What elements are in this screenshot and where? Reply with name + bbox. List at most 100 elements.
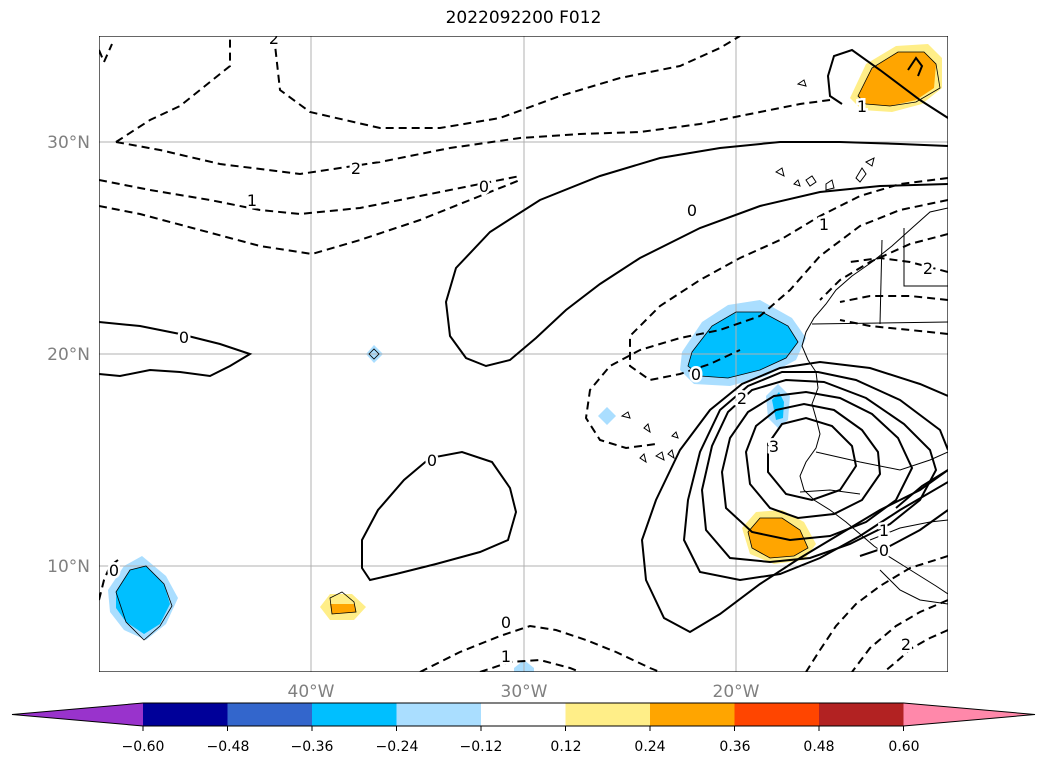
- contour-label: 1: [247, 191, 257, 210]
- contour-dashed-topleft: [99, 43, 113, 65]
- colorbar-cell: [565, 703, 651, 726]
- contour-solid-east-1: [859, 509, 948, 557]
- contour-dashed-trough-4: [849, 256, 948, 273]
- dashed-contours: [99, 36, 948, 672]
- contour-label: 1: [857, 97, 867, 116]
- contour-label: 1: [501, 647, 511, 666]
- thin-contours: [115, 51, 941, 641]
- thin-contour-small: [329, 591, 357, 615]
- contour-solid-ring-2: [700, 378, 938, 564]
- map-panel: 0 0 0 0 0 0 0 0 1 1 1 1 1 2 2 2 2 2 3: [99, 29, 948, 672]
- shaded-fields: [108, 44, 942, 672]
- contour-solid-northeast: [826, 48, 948, 119]
- thin-contour-blue: [687, 311, 799, 379]
- contour-label: 2: [269, 29, 279, 48]
- contour-label: 1: [879, 521, 889, 540]
- contour-solid-ring-1: [682, 371, 948, 582]
- border-line-4: [815, 451, 948, 471]
- contour-dashed-se-3: [883, 629, 948, 672]
- contour-dashed-nw-3: [115, 36, 231, 143]
- thin-contour-orange-north: [857, 51, 941, 107]
- contour-label: 0: [109, 561, 119, 580]
- border-line-6: [869, 519, 948, 541]
- positive-anomaly-orange-small: [330, 604, 356, 614]
- solid-contours: [99, 48, 948, 634]
- border-line-5: [799, 489, 861, 495]
- canary-islands: [775, 79, 875, 191]
- contour-dashed-south-2: [479, 658, 581, 672]
- contour-labels: 0 0 0 0 0 0 0 0 1 1 1 1 1 2 2 2 2 2 3: [106, 29, 935, 669]
- colorbar-cell: [650, 703, 735, 726]
- colorbar-cell: [396, 703, 482, 726]
- contour-dashed-south-1: [419, 624, 661, 672]
- contour-label: 1: [819, 215, 829, 234]
- longitude-labels: 40°W 30°W 20°W: [288, 682, 760, 702]
- lat-label-10n: 10°N: [47, 557, 90, 577]
- contour-solid-east-2: [895, 469, 948, 509]
- contour-dashed-se-1: [805, 555, 948, 672]
- contour-dashed-se-2: [851, 599, 948, 672]
- contour-solid-ring-5: [767, 416, 858, 502]
- colorbar-cell: [227, 703, 313, 726]
- map-title: 2022092200 F012: [445, 8, 602, 28]
- border-line-7: [879, 569, 948, 605]
- contour-dashed-trough-6: [839, 319, 948, 335]
- contour-solid-ne-small: [907, 56, 924, 77]
- contour-dashed-nw-4: [115, 99, 831, 176]
- contour-solid-ring-3: [720, 390, 914, 542]
- contour-solid-west-0: [99, 321, 253, 378]
- colorbar-tick-label: 0.36: [719, 739, 750, 755]
- colorbar-tick-label: −0.48: [207, 739, 250, 755]
- colorbar-tick-label: 0.48: [803, 739, 834, 755]
- negative-anomaly-blue-west: [116, 566, 170, 634]
- africa-coastline: [799, 207, 948, 595]
- negative-anomaly-blue-strip: [772, 392, 784, 420]
- contour-dashed-trough-1: [629, 177, 948, 382]
- thin-contour-west: [115, 565, 173, 641]
- contour-dashed-nw-2: [99, 175, 521, 216]
- contour-solid-ring-0: [640, 360, 948, 634]
- colorbar-cell: [734, 703, 820, 726]
- negative-anomaly-dot-2: [598, 407, 616, 425]
- colorbar-tick-label: 0.24: [634, 739, 665, 755]
- thin-contour-orange-south: [747, 517, 809, 559]
- lat-label-30n: 30°N: [47, 133, 90, 153]
- colorbar-extend-min: [12, 703, 143, 726]
- cape-verde-islands: [620, 411, 679, 464]
- contour-label: 0: [687, 201, 697, 220]
- lon-label-20w: 20°W: [713, 682, 760, 702]
- contour-label: 2: [923, 259, 933, 278]
- colorbar-cell: [819, 703, 904, 726]
- colorbar-ticks: −0.60 −0.48 −0.36 −0.24 −0.12 0.12 0.24 …: [122, 739, 920, 755]
- contour-label: 0: [479, 177, 489, 196]
- contour-label: 3: [769, 437, 779, 456]
- latitude-labels: 30°N 20°N 10°N: [47, 133, 90, 577]
- contour-solid-ridge-0: [444, 141, 948, 368]
- contour-label: 2: [351, 159, 361, 178]
- colorbar-tick-label: −0.60: [122, 739, 165, 755]
- contour-label: 2: [737, 389, 747, 408]
- contour-label: 0: [501, 613, 511, 632]
- colorbar-tick-label: −0.12: [460, 739, 503, 755]
- colorbar-cell: [143, 703, 228, 726]
- positive-anomaly-orange-north: [858, 52, 936, 106]
- contour-label: 0: [879, 541, 889, 560]
- colorbar-extend-max: [903, 703, 1035, 726]
- contour-solid-south-0: [361, 450, 518, 582]
- colorbar-cell: [312, 703, 397, 726]
- contour-dashed-west: [99, 559, 119, 601]
- contour-solid-ring-4: [744, 402, 882, 520]
- contour-dashed-trough-2: [584, 199, 948, 450]
- colorbar-tick-label: −0.36: [291, 739, 334, 755]
- contour-label: 0: [179, 328, 189, 347]
- contour-dashed-trough-5: [839, 295, 948, 303]
- colorbar-tick-label: −0.24: [376, 739, 419, 755]
- colorbar-tick-label: 0.60: [888, 739, 919, 755]
- contour-dashed-trough-3: [819, 233, 948, 301]
- colorbar: −0.60 −0.48 −0.36 −0.24 −0.12 0.12 0.24 …: [11, 702, 1036, 755]
- lon-label-40w: 40°W: [288, 682, 335, 702]
- colorbar-tick-label: 0.12: [550, 739, 581, 755]
- thin-contour-dot: [368, 348, 380, 360]
- lat-label-20n: 20°N: [47, 345, 90, 365]
